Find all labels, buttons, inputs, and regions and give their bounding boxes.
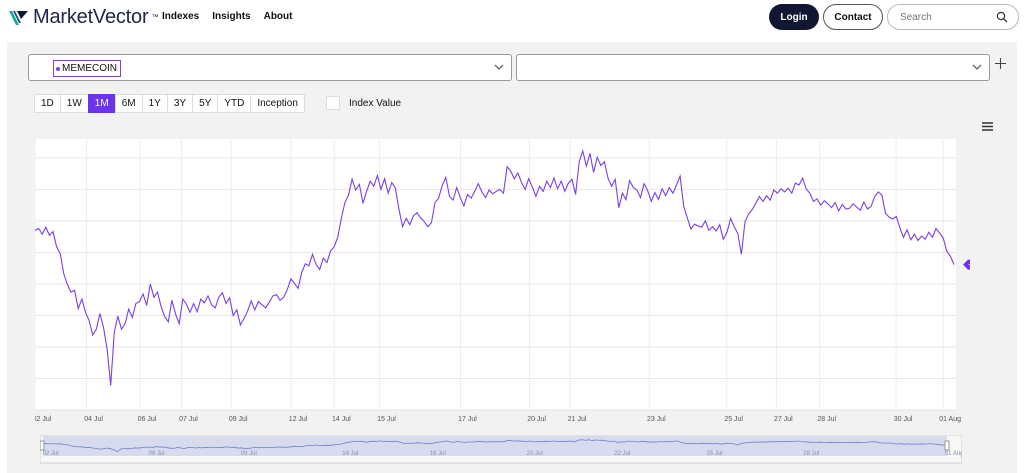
selected-index-label: MEMECOIN	[62, 63, 117, 74]
brand-logo[interactable]: MarketVector ™	[8, 6, 158, 29]
navigator-label: 28 Jul	[803, 451, 819, 457]
navigator-label: 01 Aug	[945, 451, 962, 457]
time-range-selector: 1D 1W 1M 6M 1Y 3Y 5Y YTD Inception	[34, 94, 305, 113]
x-tick-label: 20 Jul	[527, 416, 546, 423]
range-button-ytd[interactable]: YTD	[217, 94, 252, 113]
selected-index-chip[interactable]: MEMECOIN	[53, 60, 121, 77]
brand-trademark: ™	[151, 14, 159, 21]
range-button-inception[interactable]: Inception	[250, 94, 305, 113]
plot-area	[35, 139, 956, 410]
x-tick-label: 28 Jul	[817, 416, 836, 423]
index-value-checkbox[interactable]	[326, 96, 340, 110]
chart-panel: MEMECOIN 1D 1W 1M 6M 1Y 3Y 5Y YTD Inception Inde…	[7, 42, 1017, 473]
brand-name: MarketVector	[33, 6, 149, 28]
index-value-label: Index Value	[349, 98, 402, 109]
navigator-label: 20 Jul	[527, 451, 543, 457]
navigator-label: 22 Jul	[614, 451, 630, 457]
x-tick-label: 01 Aug	[939, 416, 961, 423]
navigator-label: 25 Jul	[706, 451, 722, 457]
line-chart: + 10%+ 5%0%−5%−10%−15%−20%−25%−30%02 Jul…	[35, 139, 970, 423]
search-icon[interactable]	[996, 11, 1008, 23]
last-value-label: −6.93%	[968, 262, 970, 269]
compare-index-select[interactable]	[516, 54, 990, 81]
add-comparison-icon[interactable]	[995, 58, 1006, 69]
chevron-down-icon[interactable]	[972, 64, 982, 71]
navigator-label: 02 Jul	[43, 451, 59, 457]
range-button-3y[interactable]: 3Y	[166, 94, 194, 113]
x-tick-label: 27 Jul	[774, 416, 793, 423]
contact-button[interactable]: Contact	[823, 4, 883, 30]
x-tick-label: 15 Jul	[377, 416, 396, 423]
x-tick-label: 17 Jul	[458, 416, 477, 423]
x-tick-label: 21 Jul	[568, 416, 587, 423]
login-button[interactable]: Login	[769, 4, 819, 30]
x-tick-label: 23 Jul	[647, 416, 666, 423]
nav-about[interactable]: About	[263, 11, 293, 22]
x-tick-label: 25 Jul	[724, 416, 743, 423]
x-tick-label: 04 Jul	[84, 416, 103, 423]
x-tick-label: 30 Jul	[894, 416, 913, 423]
range-button-6m[interactable]: 6M	[114, 94, 143, 113]
chart-menu-icon[interactable]	[982, 122, 993, 131]
nav-indexes[interactable]: Indexes	[162, 11, 200, 22]
nav-insights[interactable]: Insights	[212, 11, 251, 22]
x-tick-label: 12 Jul	[289, 416, 308, 423]
range-button-1m[interactable]: 1M	[87, 94, 116, 113]
x-tick-label: 02 Jul	[35, 416, 52, 423]
range-button-1w[interactable]: 1W	[59, 94, 89, 113]
navigator-label: 16 Jul	[430, 451, 446, 457]
x-tick-label: 07 Jul	[179, 416, 198, 423]
series-line-memecoin	[35, 149, 955, 386]
navigator-left-handle	[40, 440, 45, 451]
search-input[interactable]	[900, 11, 1000, 23]
range-button-5y[interactable]: 5Y	[192, 94, 219, 113]
marketvector-logo-icon	[9, 10, 28, 25]
x-tick-label: 14 Jul	[332, 416, 351, 423]
chart-navigator[interactable]: 02 Jul 06 Jul 09 Jul 14 Jul 16 Jul 20 Jul 22 J…	[40, 435, 962, 465]
navigator-label: 14 Jul	[342, 451, 358, 457]
search-box[interactable]	[887, 4, 1019, 30]
navigator-window	[43, 436, 947, 456]
navigator-label: 06 Jul	[149, 451, 165, 457]
top-navigation: MarketVector ™ Indexes Insights About Log…	[0, 0, 1024, 36]
main-nav: Indexes Insights About	[162, 11, 292, 22]
last-value-marker	[963, 259, 970, 270]
primary-index-select[interactable]: MEMECOIN	[28, 54, 512, 81]
x-tick-label: 09 Jul	[229, 416, 248, 423]
navigator-right-handle	[944, 440, 950, 451]
range-button-1y[interactable]: 1Y	[141, 94, 168, 113]
navigator-label: 09 Jul	[241, 451, 257, 457]
navigator-series-line	[42, 439, 948, 453]
last-value-badge: −6.93%	[963, 259, 970, 270]
series-color-dot	[56, 66, 60, 71]
range-button-1d[interactable]: 1D	[34, 94, 61, 113]
chevron-down-icon[interactable]	[494, 64, 504, 71]
x-tick-label: 06 Jul	[138, 416, 157, 423]
